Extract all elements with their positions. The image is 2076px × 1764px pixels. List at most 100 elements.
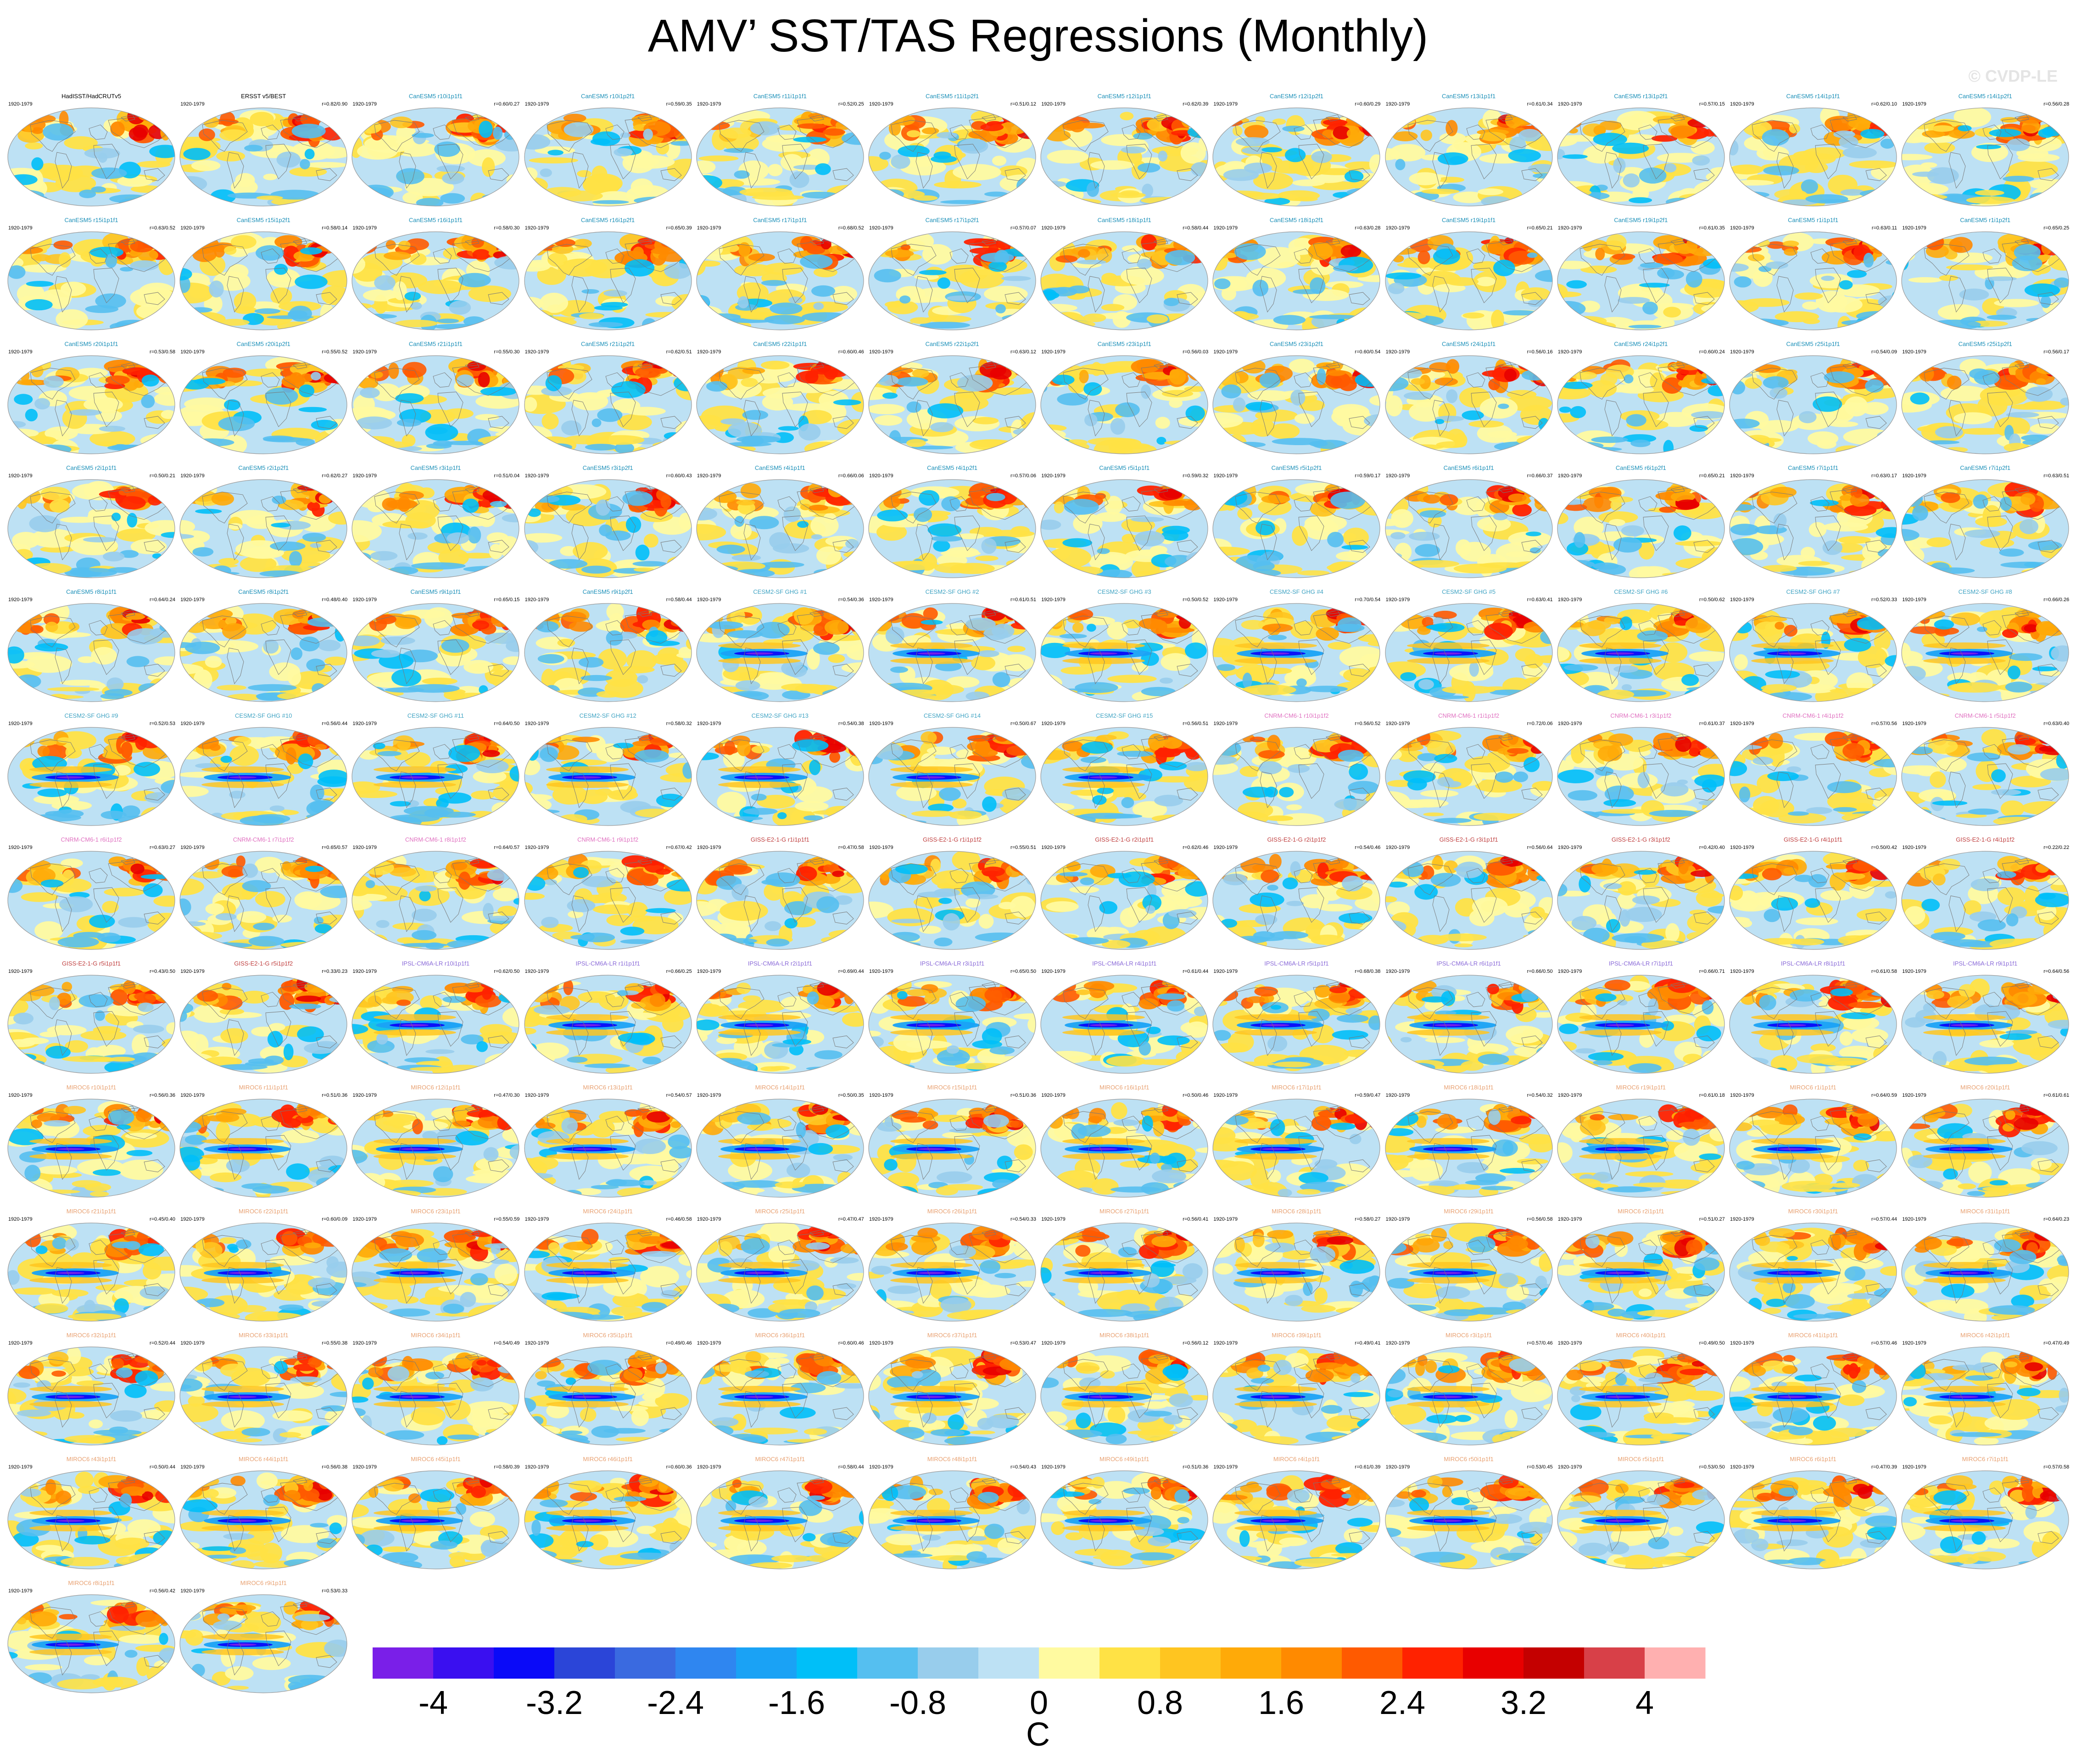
panel-title: IPSL-CM6A-LR r8i1p1f1 [1780, 960, 1846, 967]
panel-pattern-correlation: r=0.51/0.04 [494, 473, 520, 479]
panel-title: HadISST/HadCRUTv5 [61, 93, 122, 100]
map-panel: CanESM5 r4i1p2f1 1920-1979 r=0.57/0.06 [867, 464, 1037, 581]
panel-title: MIROC6 r36i1p1f1 [755, 1332, 805, 1339]
panel-years: 1920-1979 [869, 1464, 893, 1470]
panel-pattern-correlation: r=0.57/0.07 [1010, 225, 1036, 231]
panel-title: CESM2-SF GHG #14 [923, 712, 981, 719]
regression-map [1040, 975, 1208, 1074]
map-panel: MIROC6 r23i1p1f1 1920-1979 r=0.55/0.59 [351, 1208, 520, 1325]
panel-pattern-correlation: r=0.58/0.39 [494, 1464, 520, 1470]
panel-pattern-correlation: r=0.54/0.09 [1871, 349, 1897, 355]
map-panel: CanESM5 r3i1p1f1 1920-1979 r=0.51/0.04 [351, 464, 520, 581]
map-panel: CanESM5 r12i1p1f1 1920-1979 r=0.62/0.39 [1039, 93, 1209, 210]
panel-pattern-correlation: r=0.54/0.49 [494, 1340, 520, 1346]
map-panel: CanESM5 r17i1p2f1 1920-1979 r=0.57/0.07 [867, 217, 1037, 334]
panel-years: 1920-1979 [869, 1217, 893, 1222]
panel-pattern-correlation: r=0.56/0.41 [1183, 1217, 1209, 1222]
panel-years: 1920-1979 [352, 597, 377, 603]
regression-map [1729, 603, 1897, 702]
map-panel: MIROC6 r50i1p1f1 1920-1979 r=0.53/0.45 [1384, 1456, 1554, 1573]
map-panel: CanESM5 r20i1p1f1 1920-1979 r=0.53/0.58 [6, 341, 176, 458]
regression-map [179, 975, 347, 1074]
regression-map [868, 231, 1036, 330]
regression-map [696, 1099, 864, 1198]
regression-map [1557, 1470, 1725, 1569]
map-panel: CanESM5 r5i1p1f1 1920-1979 r=0.59/0.32 [1039, 464, 1209, 581]
panel-title: CanESM5 r3i1p1f1 [410, 464, 461, 471]
regression-map [696, 851, 864, 950]
regression-map [1729, 1346, 1897, 1446]
map-panel: MIROC6 r46i1p1f1 1920-1979 r=0.60/0.36 [523, 1456, 693, 1573]
map-panel: CanESM5 r13i1p1f1 1920-1979 r=0.61/0.34 [1384, 93, 1554, 210]
panel-pattern-correlation: r=0.60/0.27 [494, 101, 520, 107]
panel-years: 1920-1979 [1385, 721, 1410, 726]
panel-pattern-correlation: r=0.65/0.39 [666, 225, 692, 231]
map-panel: MIROC6 r10i1p1f1 1920-1979 r=0.56/0.36 [6, 1084, 176, 1201]
panel-years: 1920-1979 [8, 597, 33, 603]
colorbar-swatch [918, 1647, 979, 1679]
panel-title: CanESM5 r4i1p1f1 [754, 464, 805, 471]
panel-pattern-correlation: r=0.62/0.27 [322, 473, 348, 479]
panel-title: MIROC6 r34i1p1f1 [411, 1332, 461, 1339]
panel-years: 1920-1979 [1730, 845, 1754, 850]
panel-years: 1920-1979 [8, 1093, 33, 1098]
regression-map [352, 975, 519, 1074]
regression-map [1040, 727, 1208, 826]
panel-pattern-correlation: r=0.56/0.52 [1355, 721, 1381, 726]
panel-title: CanESM5 r22i1p2f1 [925, 341, 979, 347]
map-panel: MIROC6 r34i1p1f1 1920-1979 r=0.54/0.49 [351, 1332, 520, 1449]
colorbar-tick-label: -3.2 [526, 1685, 583, 1721]
panel-title: CNRM-CM6-1 r1i1p1f2 [1438, 712, 1500, 719]
map-panel: CESM2-SF GHG #6 1920-1979 r=0.50/0.62 [1556, 588, 1726, 705]
panel-years: 1920-1979 [1557, 1464, 1582, 1470]
panel-years: 1920-1979 [697, 473, 721, 479]
panel-years: 1920-1979 [697, 1217, 721, 1222]
panel-title: MIROC6 r49i1p1f1 [1099, 1456, 1150, 1463]
map-panel: MIROC6 r12i1p1f1 1920-1979 r=0.47/0.30 [351, 1084, 520, 1201]
panel-pattern-correlation: r=0.63/0.17 [1871, 473, 1897, 479]
panel-title: MIROC6 r45i1p1f1 [411, 1456, 461, 1463]
panel-years: 1920-1979 [1041, 473, 1066, 479]
panel-title: MIROC6 r40i1p1f1 [1616, 1332, 1666, 1339]
map-panel: MIROC6 r40i1p1f1 1920-1979 r=0.49/0.50 [1556, 1332, 1726, 1449]
panel-title: CanESM5 r21i1p1f1 [408, 341, 463, 347]
panel-years: 1920-1979 [8, 101, 33, 107]
panel-years: 1920-1979 [180, 473, 205, 479]
regression-map [352, 1346, 519, 1446]
panel-title: CanESM5 r20i1p1f1 [64, 341, 118, 347]
panel-title: CanESM5 r17i1p1f1 [753, 217, 807, 223]
regression-map [179, 1223, 347, 1322]
map-panel: CanESM5 r25i1p2f1 1920-1979 r=0.56/0.17 [1900, 341, 2070, 458]
panel-years: 1920-1979 [1213, 845, 1238, 850]
map-panel: CESM2-SF GHG #14 1920-1979 r=0.50/0.67 [867, 712, 1037, 829]
map-panel: CanESM5 r24i1p1f1 1920-1979 r=0.56/0.16 [1384, 341, 1554, 458]
regression-map [1384, 603, 1553, 702]
panel-years: 1920-1979 [1902, 597, 1926, 603]
panel-pattern-correlation: r=0.50/0.42 [1871, 845, 1897, 850]
map-panel: CNRM-CM6-1 r5i1p1f2 1920-1979 r=0.63/0.40 [1900, 712, 2070, 829]
panel-years: 1920-1979 [8, 969, 33, 974]
map-panel: CanESM5 r11i1p2f1 1920-1979 r=0.51/0.12 [867, 93, 1037, 210]
panel-years: 1920-1979 [1557, 225, 1582, 231]
panel-years: 1920-1979 [1041, 597, 1066, 603]
panel-pattern-correlation: r=0.49/0.50 [1699, 1340, 1725, 1346]
regression-map [179, 1099, 347, 1198]
regression-map [524, 107, 692, 207]
panel-pattern-correlation: r=0.61/0.34 [1527, 101, 1553, 107]
panel-years: 1920-1979 [1730, 721, 1754, 726]
map-panel: CanESM5 r8i1p2f1 1920-1979 r=0.48/0.40 [179, 588, 348, 705]
panel-pattern-correlation: r=0.55/0.38 [322, 1340, 348, 1346]
regression-map [524, 975, 692, 1074]
colorbar-tick-label: 3.2 [1501, 1685, 1546, 1721]
panel-title: IPSL-CM6A-LR r2i1p1f1 [748, 960, 812, 967]
map-panel: IPSL-CM6A-LR r1i1p1f1 1920-1979 r=0.66/0.2… [523, 960, 693, 1077]
panel-title: CNRM-CM6-1 r10i1p1f2 [1264, 712, 1329, 719]
panel-years: 1920-1979 [1213, 1464, 1238, 1470]
regression-map [352, 479, 519, 578]
panel-pattern-correlation: r=0.60/0.24 [1699, 349, 1725, 355]
panel-years: 1920-1979 [1902, 721, 1926, 726]
panel-pattern-correlation: r=0.63/0.40 [2043, 721, 2070, 726]
regression-map [524, 1470, 692, 1569]
panel-pattern-correlation: r=0.51/0.36 [1010, 1093, 1036, 1098]
panel-title: CanESM5 r7i1p2f1 [1960, 464, 2011, 471]
